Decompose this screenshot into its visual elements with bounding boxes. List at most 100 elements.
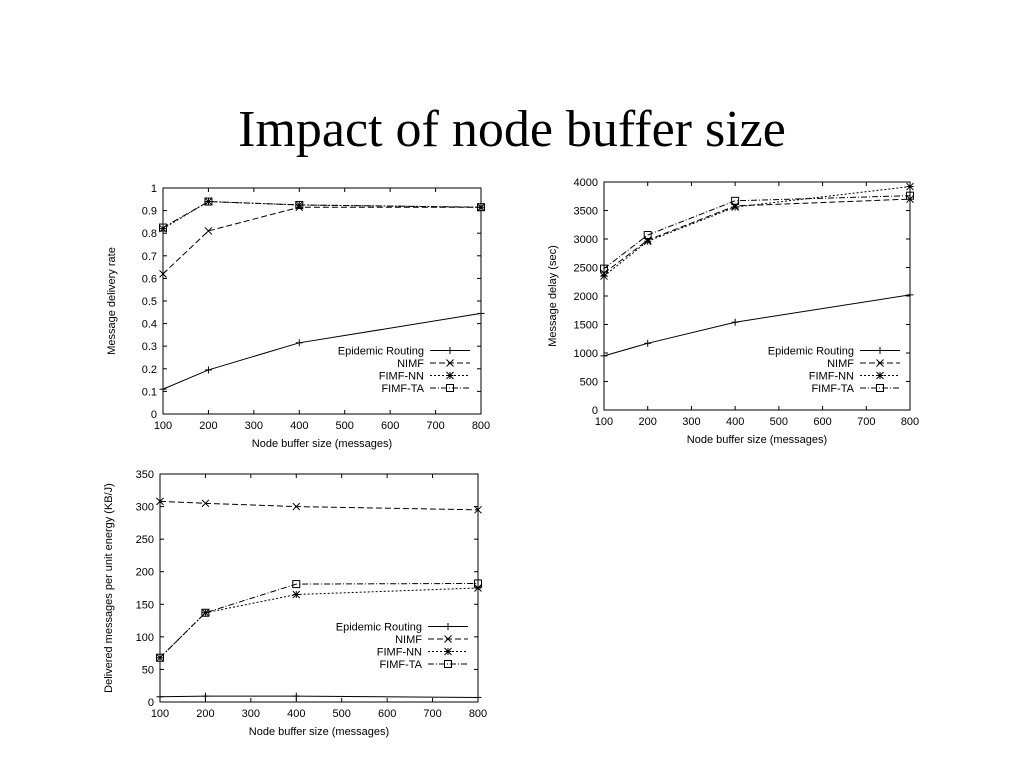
x-tick-label: 200 [639, 416, 657, 428]
legend-label: FIMF-NN [809, 371, 854, 383]
data-point [906, 291, 914, 299]
legend-label: FIMF-TA [379, 659, 422, 671]
chart-1: 100 200 300 400 500 600 700 800 0 0.1 0.2 0.3 0.4 0.5… [106, 183, 490, 450]
y-tick-label: 0 [151, 409, 157, 421]
data-point [156, 497, 164, 506]
x-tick-label: 500 [333, 708, 351, 720]
y-tick-label: 3000 [574, 234, 598, 246]
y-axis-label: Delivered messages per unit energy (KB/J… [103, 483, 115, 693]
legend-label: NIMF [395, 634, 422, 646]
series-fimf-nn [159, 197, 485, 233]
legend-label: NIMF [397, 358, 424, 370]
series-line [603, 294, 911, 357]
data-point [204, 227, 213, 235]
y-tick-label: 0.7 [142, 251, 157, 263]
x-tick-label: 100 [154, 420, 172, 432]
series-line [159, 587, 479, 659]
data-point [292, 590, 301, 599]
legend-marker [446, 384, 454, 392]
data-point [600, 272, 608, 280]
legend-marker [876, 359, 884, 367]
data-point [156, 653, 164, 662]
legend-marker [876, 371, 884, 380]
x-axis-label: Node buffer size (messages) [252, 438, 392, 450]
y-tick-label: 150 [136, 599, 154, 611]
x-tick-label: 700 [426, 420, 444, 432]
y-tick-label: 500 [580, 377, 598, 389]
x-tick-label: 200 [199, 420, 217, 432]
data-point [474, 693, 482, 701]
y-tick-label: 0.2 [142, 364, 157, 376]
y-tick-label: 0.8 [142, 228, 157, 240]
y-tick-label: 2000 [574, 291, 598, 303]
x-tick-label: 500 [336, 420, 354, 432]
data-point [292, 580, 301, 589]
x-axis-label: Node buffer size (messages) [249, 726, 389, 738]
series-line [159, 582, 479, 659]
y-tick-label: 200 [136, 567, 154, 579]
data-point [159, 270, 167, 278]
series-fimf-ta [159, 197, 485, 232]
data-point [292, 502, 301, 511]
series-line [159, 695, 479, 698]
legend-marker [444, 635, 452, 643]
plot-frame [159, 473, 479, 703]
x-tick-label: 600 [813, 416, 831, 428]
legend-marker [876, 347, 884, 354]
y-tick-label: 4000 [574, 177, 598, 189]
x-tick-label: 400 [726, 416, 744, 428]
legend-marker [444, 647, 452, 656]
series-nimf [156, 497, 482, 514]
data-point [292, 692, 300, 700]
x-tick-label: 600 [378, 708, 396, 720]
x-tick-label: 400 [290, 420, 308, 432]
y-tick-label: 0 [592, 405, 598, 417]
series-line [603, 186, 911, 277]
legend-label: FIMF-TA [381, 383, 424, 395]
legend-marker [876, 384, 884, 392]
series-epidemic-routing [156, 692, 482, 701]
chart-2: 100 200 300 400 500 600 700 800 0 500 1000 1500 2000… [547, 177, 919, 446]
y-tick-label: 0.3 [142, 341, 157, 353]
y-tick-label: 0.9 [142, 206, 157, 218]
y-axis-label: Message delivery rate [106, 247, 118, 355]
data-point [474, 505, 482, 514]
data-point [474, 584, 482, 592]
series-line [603, 198, 911, 274]
data-point [201, 499, 210, 508]
legend-marker [446, 359, 454, 367]
legend-label: Epidemic Routing [768, 346, 854, 358]
slide-title: Impact of node buffer size [238, 101, 786, 158]
series-fimf-nn [156, 584, 482, 662]
data-point [906, 182, 914, 191]
data-point [295, 339, 303, 347]
x-tick-label: 800 [901, 416, 919, 428]
series-line [162, 312, 482, 390]
data-point [731, 196, 740, 205]
y-tick-label: 2500 [574, 263, 598, 275]
x-tick-label: 300 [682, 416, 700, 428]
x-tick-label: 200 [196, 708, 214, 720]
y-tick-label: 3500 [574, 206, 598, 218]
legend-marker [444, 623, 452, 630]
data-point [201, 608, 210, 617]
data-point [295, 200, 304, 209]
legend-label: FIMF-TA [811, 383, 854, 395]
data-point [477, 203, 485, 212]
series-epidemic-routing [600, 291, 914, 360]
y-axis-label: Message delay (sec) [547, 245, 559, 347]
x-tick-label: 500 [770, 416, 788, 428]
y-tick-label: 0.5 [142, 296, 157, 308]
legend-label: NIMF [827, 358, 854, 370]
series-line [162, 201, 482, 228]
series-epidemic-routing [159, 309, 485, 393]
data-point [600, 264, 608, 273]
x-tick-label: 800 [469, 708, 487, 720]
data-point [643, 231, 652, 240]
data-point [644, 339, 652, 347]
y-tick-label: 300 [136, 502, 154, 514]
x-tick-label: 700 [857, 416, 875, 428]
